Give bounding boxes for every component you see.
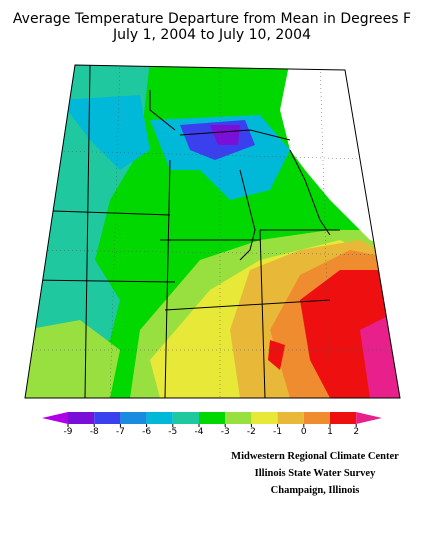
legend-label: 0 (301, 427, 307, 437)
legend-arrow (356, 412, 383, 424)
legend-swatch (120, 412, 147, 424)
title-line: Average Temperature Departure from Mean … (13, 11, 411, 27)
legend-swatch (172, 412, 199, 424)
map-frame (24, 64, 401, 399)
legend-swatch (146, 412, 173, 424)
legend-label: -3 (221, 427, 230, 437)
title-line: July 1, 2004 to July 10, 2004 (112, 27, 311, 43)
legend: -9 -8 -7 -6 -5 -4 -3 -2 -1 0 1 2 (42, 412, 383, 437)
legend-label: -2 (247, 427, 256, 437)
legend-swatch (199, 412, 226, 424)
credit: Illinois State Water Survey (255, 468, 376, 479)
legend-arrow (42, 412, 68, 424)
map (25, 65, 400, 398)
legend-label: 2 (353, 427, 359, 437)
legend-swatch (225, 412, 252, 424)
legend-swatch (277, 412, 304, 424)
credit: Champaign, Illinois (271, 485, 360, 496)
legend-label: 1 (327, 427, 333, 437)
credit: Midwestern Regional Climate Center (231, 451, 399, 462)
legend-label: -8 (90, 427, 99, 437)
legend-swatch (94, 412, 121, 424)
legend-swatch (303, 412, 330, 424)
legend-swatch (68, 412, 95, 424)
legend-label: -5 (168, 427, 177, 437)
legend-label: -7 (116, 427, 125, 437)
legend-label: -1 (273, 427, 282, 437)
legend-label: -9 (64, 427, 73, 437)
legend-swatch (251, 412, 278, 424)
legend-swatch (330, 412, 357, 424)
legend-label: -4 (195, 427, 204, 437)
legend-label: -6 (142, 427, 151, 437)
